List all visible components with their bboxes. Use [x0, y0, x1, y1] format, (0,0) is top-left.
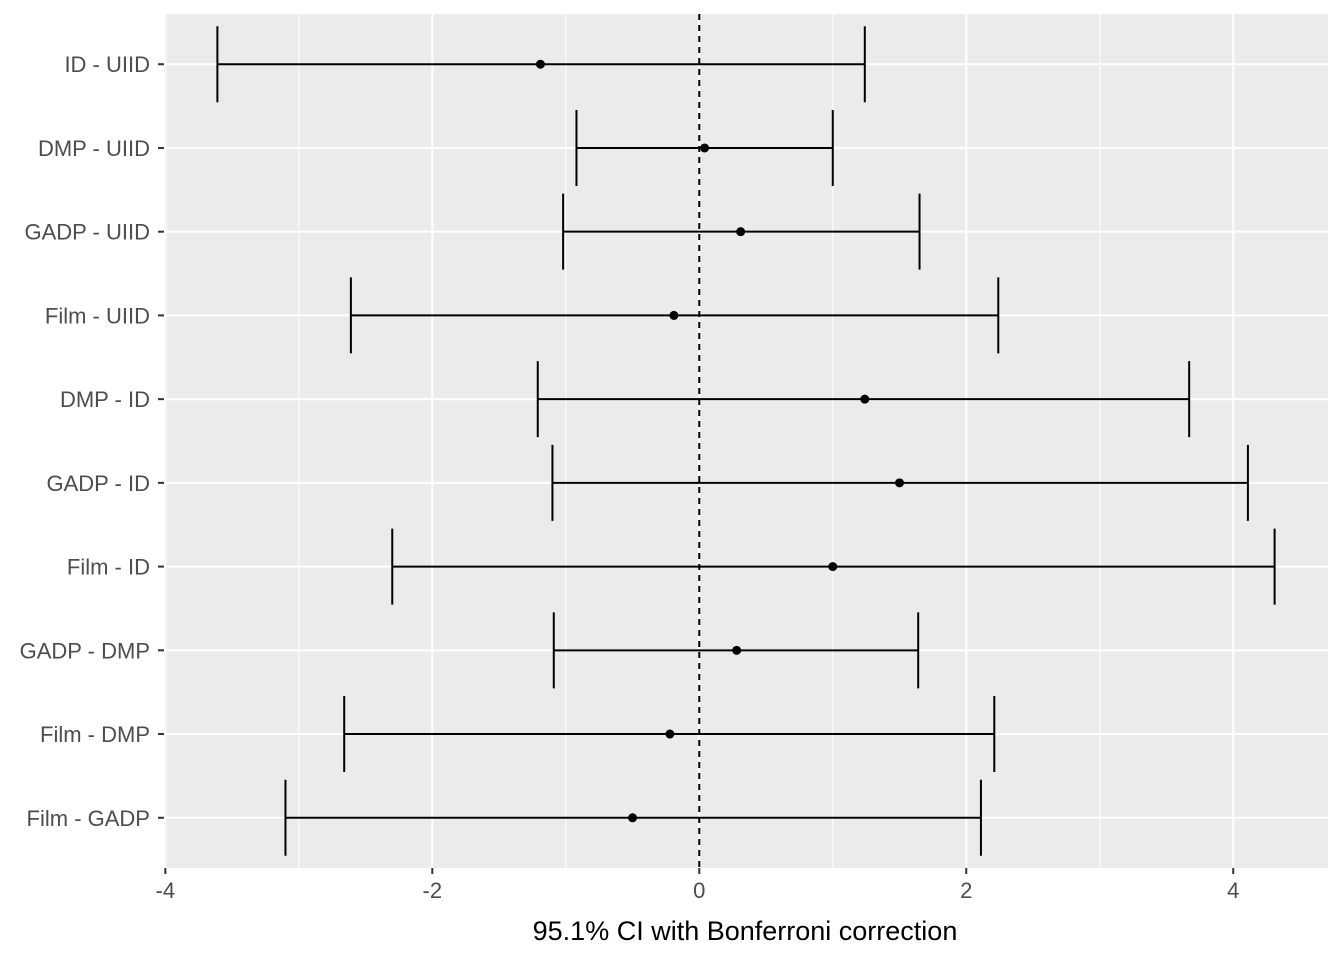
plot-panel	[164, 14, 1328, 868]
estimate-point	[732, 645, 742, 655]
estimate-point	[665, 729, 675, 739]
y-tick-label: Film - DMP	[40, 722, 150, 747]
estimate-point	[700, 143, 710, 153]
estimate-point	[669, 310, 679, 320]
errorbar-3	[349, 277, 1000, 354]
y-tick-label: ID - UIID	[64, 52, 150, 77]
y-tick-label: Film - UIID	[45, 303, 150, 328]
x-axis: -4 -2 0 2 4	[156, 868, 1239, 903]
y-tick-label: Film - ID	[67, 555, 150, 580]
estimate-point	[736, 227, 746, 237]
errorbar-9	[284, 779, 982, 856]
errorbar-7	[552, 612, 920, 689]
errorbar-2	[562, 193, 921, 270]
estimate-point	[895, 478, 905, 488]
errorbar-4	[536, 361, 1191, 438]
x-tick-label: -4	[156, 878, 176, 903]
estimate-point	[535, 59, 545, 69]
error-bars	[216, 26, 1276, 856]
errorbar-8	[343, 696, 996, 773]
y-axis: ID - UIID DMP - UIID GADP - UIID Film - UII…	[20, 52, 164, 831]
x-tick-label: 2	[960, 878, 972, 903]
y-tick-label: GADP - UIID	[24, 220, 150, 245]
y-tick-label: GADP - DMP	[20, 638, 150, 663]
x-axis-label: 95.1% CI with Bonferroni correction	[533, 916, 958, 946]
y-tick-label: DMP - UIID	[38, 136, 150, 161]
x-tick-label: -2	[423, 878, 443, 903]
errorbar-6	[391, 528, 1276, 605]
estimate-point	[628, 813, 638, 823]
y-tick-label: GADP - ID	[46, 471, 150, 496]
errorbar-5	[551, 444, 1249, 521]
estimate-point	[828, 562, 838, 572]
x-tick-label: 0	[693, 878, 705, 903]
y-tick-label: DMP - ID	[60, 387, 150, 412]
y-tick-label: Film - GADP	[27, 806, 150, 831]
errorbar-0	[216, 26, 866, 103]
x-tick-label: 4	[1227, 878, 1239, 903]
errorbar-1	[575, 109, 834, 186]
estimate-point	[860, 394, 870, 404]
